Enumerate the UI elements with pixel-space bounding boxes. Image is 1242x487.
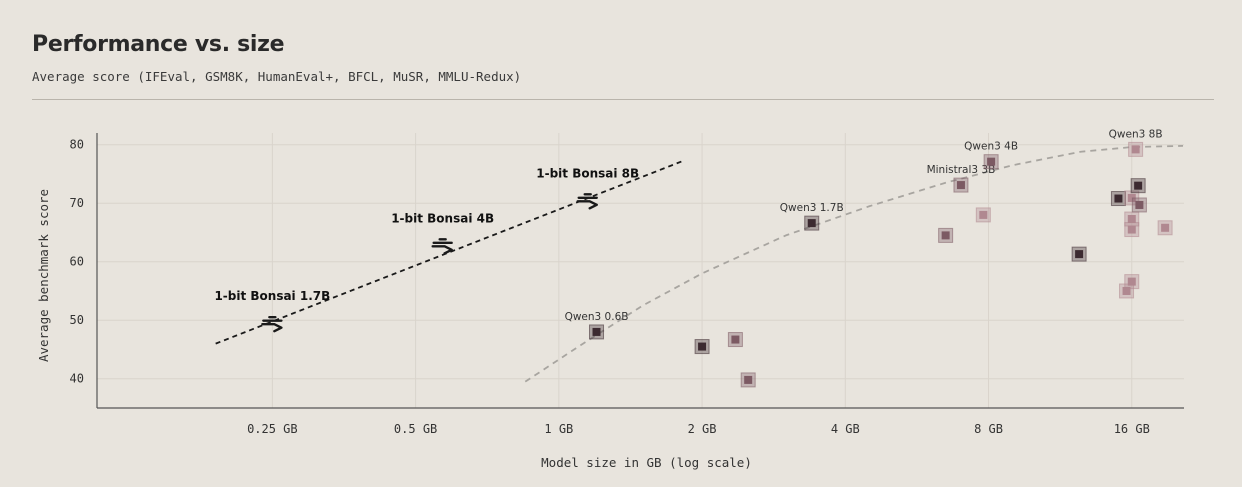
model-label: Qwen3 8B: [1109, 128, 1163, 140]
model-marker: [1161, 223, 1170, 232]
header-divider: [32, 99, 1214, 100]
bonsai-label: 1-bit Bonsai 1.7B: [214, 289, 330, 303]
x-tick-label: 2 GB: [688, 422, 717, 436]
y-tick-label: 60: [70, 255, 84, 269]
x-tick-label: 0.5 GB: [394, 422, 437, 436]
chart-title: Performance vs. size: [32, 32, 285, 57]
model-marker: [1114, 194, 1123, 203]
baseline-trend-line: [524, 144, 1184, 383]
y-tick-label: 50: [70, 313, 84, 327]
model-marker: [1075, 250, 1084, 259]
model-marker: [1127, 277, 1136, 286]
x-tick-label: 8 GB: [974, 422, 1003, 436]
model-marker: [979, 210, 988, 219]
y-axis-title: Average benchmark score: [36, 189, 51, 362]
model-label: Qwen3 1.7B: [780, 202, 844, 214]
y-tick-label: 40: [70, 372, 84, 386]
bonsai-chevron-icon: [261, 315, 283, 333]
chart-subtitle: Average score (IFEval, GSM8K, HumanEval+…: [32, 69, 522, 84]
model-marker: [941, 231, 950, 240]
model-label: Qwen3 0.6B: [565, 311, 629, 323]
model-label: Qwen3 4B: [964, 141, 1018, 153]
model-marker: [1127, 193, 1136, 202]
bonsai-trend-line: [215, 160, 683, 345]
model-marker: [956, 181, 965, 190]
model-marker: [807, 219, 816, 228]
x-tick-label: 0.25 GB: [247, 422, 298, 436]
model-marker: [1127, 215, 1136, 224]
y-tick-label: 80: [70, 138, 84, 152]
y-tick-label: 70: [70, 196, 84, 210]
model-marker: [1134, 181, 1143, 190]
x-tick-label: 4 GB: [831, 422, 860, 436]
model-label: Ministral3 3B: [927, 164, 996, 176]
x-axis-title: Model size in GB (log scale): [541, 455, 752, 470]
model-marker: [1122, 286, 1131, 295]
x-tick-label: 16 GB: [1114, 422, 1150, 436]
model-marker: [698, 342, 707, 351]
bonsai-label: 1-bit Bonsai 8B: [536, 166, 639, 180]
model-marker: [1131, 145, 1140, 154]
model-marker: [592, 327, 601, 336]
bonsai-chevron-icon: [576, 193, 598, 210]
x-tick-label: 1 GB: [544, 422, 573, 436]
model-marker: [1135, 200, 1144, 209]
bonsai-chevron-icon: [431, 238, 453, 255]
model-marker: [1127, 225, 1136, 234]
model-marker: [744, 375, 753, 384]
model-marker: [731, 335, 740, 344]
model-marker: [987, 157, 996, 166]
bonsai-label: 1-bit Bonsai 4B: [391, 211, 494, 225]
